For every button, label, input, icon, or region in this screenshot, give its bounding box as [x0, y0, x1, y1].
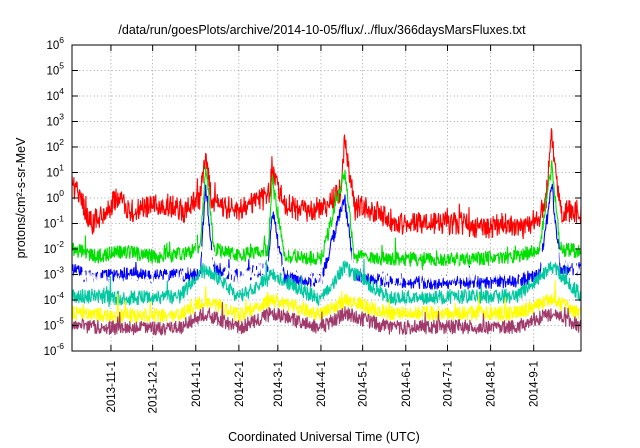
x-tick-label: 2014-2-1 [234, 361, 246, 407]
series-line-6 [71, 279, 582, 324]
y-tick-label: 100 [46, 188, 64, 205]
x-tick-label: 2013-12-1 [148, 361, 160, 413]
chart-title: /data/run/goesPlots/archive/2014-10-05/f… [118, 23, 526, 37]
x-tick-label: 2014-5-1 [358, 361, 370, 407]
x-tick-label: 2014-8-1 [486, 361, 498, 407]
ticks [72, 44, 581, 352]
series-line-1 [71, 128, 582, 240]
y-axis-label: protons/cm²-s-sr-MeV [14, 137, 28, 259]
x-tick-label: 2014-4-1 [316, 361, 328, 407]
x-tick-label: 2014-1-1 [191, 361, 203, 407]
x-tick-label: 2014-9-1 [529, 361, 541, 407]
series-line-4 [71, 236, 582, 291]
series-line-5 [71, 258, 582, 308]
y-tick-label: 10-6 [44, 341, 65, 358]
y-tick-label: 102 [46, 137, 64, 154]
y-tick-labels: 10-6 10-5 10-4 10-3 10-2 10-1 100 101 102 103 104 1… [44, 35, 65, 358]
series-line-7 [71, 301, 582, 336]
x-tick-labels: 2013-11-1 2013-12-1 2014-1-1 2014-2-1 2014-3… [106, 361, 541, 413]
x-tick-label: 2013-11-1 [106, 361, 118, 413]
y-tick-label: 101 [46, 163, 64, 180]
y-tick-label: 105 [46, 61, 64, 78]
grid [72, 45, 581, 351]
y-tick-label: 103 [46, 112, 64, 129]
y-tick-label: 10-1 [44, 214, 65, 231]
x-axis-label: Coordinated Universal Time (UTC) [228, 430, 420, 444]
y-tick-label: 10-3 [44, 265, 65, 282]
y-tick-label: 10-4 [44, 290, 65, 307]
series-layer [71, 128, 582, 336]
series-line-3 [71, 183, 582, 290]
y-tick-label: 10-2 [44, 239, 65, 256]
y-tick-label: 106 [46, 35, 64, 52]
x-tick-label: 2014-7-1 [442, 361, 454, 407]
y-tick-label: 104 [46, 86, 64, 103]
x-tick-label: 2014-6-1 [401, 361, 413, 407]
x-tick-label: 2014-3-1 [273, 361, 285, 407]
series-line-2 [71, 160, 582, 271]
y-tick-label: 10-5 [44, 316, 65, 333]
